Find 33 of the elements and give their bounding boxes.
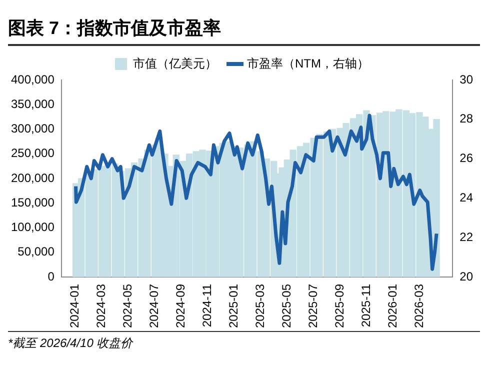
x-tick-label: 2025-05: [279, 284, 294, 328]
x-tick-label: 2025-01: [226, 284, 240, 328]
y2-tick-label: 22: [460, 230, 474, 244]
y-tick-label: 400,000: [10, 72, 55, 86]
legend-label: 市盈率（NTM，右轴）: [247, 56, 370, 70]
text: *截至 2026/4/10 收盘价: [8, 335, 134, 352]
y2-tick-label: 20: [460, 269, 474, 284]
x-tick-label: 2025-09: [332, 284, 346, 328]
y2-tick-label: 26: [460, 151, 474, 166]
x-tick-label: 2024-11: [200, 284, 214, 328]
x-tick-label: 2024-01: [68, 284, 82, 328]
x-tick-label: 2024-03: [94, 284, 108, 328]
x-tick-label: 2024-09: [174, 284, 188, 328]
y2-tick-label: 28: [460, 112, 474, 126]
x-tick-label: 2025-07: [306, 284, 320, 328]
y-tick-label: 300,000: [10, 122, 55, 136]
legend-label: 市值（亿美元）: [133, 56, 218, 70]
x-tick-label: 2026-01: [385, 284, 400, 328]
y2-tick-label: 30: [460, 72, 474, 86]
x-tick-label: 2026-03: [412, 284, 426, 328]
y-tick-label: 100,000: [10, 220, 55, 234]
x-tick-label: 2025-11: [358, 284, 373, 328]
y-tick-label: 350,000: [10, 96, 55, 111]
y2-tick-label: 24: [460, 190, 474, 204]
y-tick-label: 250,000: [10, 146, 55, 160]
y-tick-label: 50,000: [18, 244, 55, 259]
y-tick-label: 0: [48, 269, 55, 284]
y-tick-label: 200,000: [10, 170, 55, 185]
x-tick-label: 2024-05: [120, 284, 135, 328]
x-tick-label: 2024-07: [147, 284, 162, 328]
y-tick-label: 150,000: [10, 195, 55, 210]
x-tick-label: 2025-03: [252, 284, 267, 328]
chart-title: 图表 7：指数市值及市盈率: [8, 8, 480, 46]
